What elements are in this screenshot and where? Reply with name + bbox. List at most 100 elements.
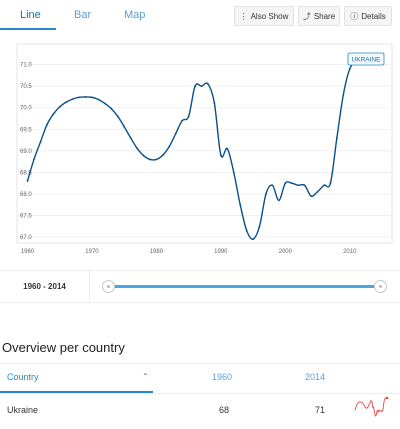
share-icon: ⤴	[302, 11, 311, 21]
sparkline-end-dot	[385, 396, 389, 400]
details-button[interactable]: ⓘ Details	[344, 6, 392, 26]
x-tick-label: 1970	[85, 249, 99, 255]
data-point	[78, 96, 80, 99]
data-point	[277, 199, 280, 202]
data-point	[142, 154, 145, 157]
data-point	[181, 119, 184, 122]
sorted-column-indicator	[0, 391, 153, 393]
data-point	[187, 115, 190, 118]
overview-title: Overview per country	[2, 340, 125, 355]
data-point	[284, 182, 287, 185]
row-value-1960: 68	[219, 405, 230, 415]
data-point	[136, 147, 138, 150]
data-point	[26, 180, 29, 182]
tab-line[interactable]: Line	[20, 9, 41, 21]
data-point	[45, 124, 48, 126]
tab-map[interactable]: Map	[124, 9, 146, 21]
plot-area	[16, 43, 393, 244]
year-range-row: 1960 - 2014	[0, 270, 400, 303]
data-point	[84, 96, 87, 98]
data-point	[91, 96, 93, 99]
column-header-1960[interactable]: 1960	[212, 372, 233, 382]
data-point	[303, 184, 306, 187]
data-point	[129, 136, 132, 139]
data-point	[116, 115, 119, 118]
data-point	[97, 98, 100, 101]
data-point	[161, 154, 164, 157]
data-point	[232, 171, 235, 174]
data-point	[226, 147, 229, 150]
data-point	[65, 101, 68, 104]
more-vertical-icon: ⋮	[239, 11, 248, 21]
data-point	[297, 184, 300, 187]
data-point	[310, 195, 312, 197]
row-value-2014: 71	[315, 405, 326, 415]
data-point	[335, 136, 338, 139]
data-point	[323, 184, 325, 187]
data-point	[103, 102, 106, 105]
data-point	[342, 93, 345, 96]
data-point	[52, 113, 55, 116]
row-country-name[interactable]: Ukraine	[7, 405, 39, 415]
data-point	[39, 141, 42, 144]
data-point	[33, 158, 35, 161]
y-tick-label: 68.5	[20, 170, 32, 176]
y-tick-label: 70.0	[20, 106, 32, 112]
y-tick-label: 70.5	[20, 84, 32, 90]
x-tick-label: 2010	[343, 249, 357, 255]
range-slider-track[interactable]	[108, 285, 382, 288]
tab-bar[interactable]: Bar	[74, 9, 92, 21]
data-point	[149, 158, 151, 161]
data-point	[207, 83, 209, 85]
data-point	[194, 85, 196, 88]
chart-tabs: Line Bar Map ⋮ Also Show ⤴ Share ⓘ Detai…	[0, 0, 400, 32]
y-tick-label: 69.5	[20, 127, 32, 133]
y-tick-label: 67.5	[20, 213, 32, 219]
column-header-2014[interactable]: 2014	[305, 372, 326, 382]
data-point	[155, 158, 158, 161]
line-chart: 67.0 67.5 68.0 68.5 69.0 69.5 70.0 70.5 71.0 1960…	[0, 36, 400, 268]
table-row[interactable]: Ukraine 68 71	[0, 393, 400, 429]
data-point	[213, 102, 216, 105]
x-tick-label: 1990	[214, 249, 228, 255]
series-tooltip	[347, 52, 385, 66]
data-point	[316, 190, 319, 193]
share-label: Share	[313, 11, 336, 21]
column-header-country[interactable]: Country	[7, 372, 39, 382]
data-point	[71, 98, 74, 100]
data-point	[58, 105, 61, 108]
also-show-label: Also Show	[250, 11, 289, 21]
data-point	[258, 225, 261, 228]
also-show-button[interactable]: ⋮ Also Show	[234, 6, 294, 26]
data-point	[252, 238, 254, 241]
data-point	[239, 203, 242, 206]
sort-ascending-icon[interactable]: ⌃	[142, 372, 149, 381]
data-point	[200, 85, 203, 88]
table-header: Country ⌃ 1960 2014	[0, 363, 400, 393]
data-point	[271, 184, 274, 187]
details-label: Details	[361, 11, 386, 21]
data-point	[219, 154, 222, 157]
range-end-handle[interactable]	[374, 280, 387, 293]
row-sparkline	[354, 396, 389, 417]
x-tick-label: 1980	[150, 249, 164, 255]
data-point	[174, 132, 177, 135]
year-range-label: 1960 - 2014	[0, 271, 90, 302]
y-tick-label: 68.0	[20, 192, 32, 198]
data-point	[290, 182, 293, 185]
data-point	[329, 182, 332, 185]
data-point	[245, 229, 248, 232]
x-tick-label: 2000	[279, 249, 293, 255]
data-point	[348, 68, 351, 70]
sparkline-path	[354, 397, 387, 417]
series-tooltip-label: UKRAINE	[352, 57, 382, 64]
data-point	[168, 145, 171, 148]
data-point	[265, 193, 267, 195]
share-button[interactable]: ⤴ Share	[298, 6, 340, 26]
data-point	[110, 107, 113, 110]
range-start-handle[interactable]	[102, 280, 115, 293]
y-tick-label: 71.0	[20, 63, 32, 69]
info-icon: ⓘ	[350, 11, 359, 21]
y-tick-label: 69.0	[20, 149, 32, 155]
data-point	[123, 125, 126, 128]
